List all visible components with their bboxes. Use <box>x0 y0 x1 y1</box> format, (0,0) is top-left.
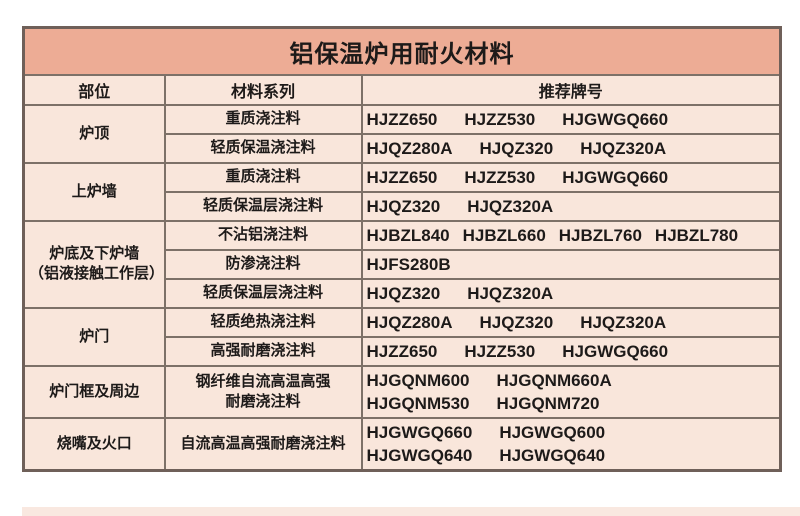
series-cell: 轻质保温层浇注料 <box>163 277 363 309</box>
grade-code: HJQZ320A <box>467 283 554 303</box>
table-row: 轻质保温层浇注料 HJQZ320 HJQZ320A <box>24 190 782 222</box>
column-header-series: 材料系列 <box>163 73 363 106</box>
table-row: 炉门 轻质绝热浇注料 HJQZ280A HJQZ320 HJQZ320A <box>22 306 782 367</box>
part-cell: 烧嘴及火口 <box>22 416 166 471</box>
series-cell: 轻质绝热浇注料 <box>163 306 363 338</box>
grade-code: HJZZ650 <box>366 341 438 361</box>
grade-code: HJQZ280A <box>366 138 453 158</box>
table-row: 防渗浇注料 HJFS280B <box>24 248 782 280</box>
grade-code: HJGWGQ660 <box>562 109 669 129</box>
header-row: 部位 材料系列 推荐牌号 <box>22 73 782 106</box>
grades-cell: HJQZ320 HJQZ320A <box>360 190 782 222</box>
table-row: 烧嘴及火口 自流高温高强耐磨浇注料 HJGWGQ660 HJGWGQ600 HJGWGQ… <box>22 416 782 471</box>
grade-code: HJZZ530 <box>464 109 536 129</box>
refractory-table: 铝保温炉用耐火材料 部位 材料系列 推荐牌号 炉顶 重质浇注料 HJZZ650 HJZ… <box>22 26 783 472</box>
grades-cell: HJQZ280A HJQZ320 HJQZ320A <box>360 306 782 338</box>
grade-code: HJBZL780 <box>654 225 739 245</box>
grade-code: HJGQNM600 <box>366 370 470 390</box>
grade-code: HJGWGQ660 <box>562 167 669 187</box>
grade-code: HJGQNM530 <box>366 393 470 413</box>
table-row: 炉门框及周边 钢纤维自流高温高强 耐磨浇注料 HJGQNM600 HJGQNM660A H… <box>22 364 782 419</box>
grade-code: HJBZL660 <box>462 225 546 245</box>
grades-cell: HJBZL840 HJBZL660 HJBZL760 HJBZL780 <box>360 219 782 251</box>
table-row: 轻质保温层浇注料 HJQZ320 HJQZ320A <box>24 277 782 309</box>
grade-code: HJQZ320 <box>366 196 441 216</box>
table-row: 炉底及下炉墙 （铝液接触工作层） 不沾铝浇注料 HJBZL840 HJBZL660 HJB… <box>22 219 782 309</box>
grade-code: HJGQNM720 <box>496 393 600 413</box>
grade-code: HJZZ650 <box>366 109 438 129</box>
grade-code: HJQZ320A <box>580 138 667 158</box>
grade-code: HJZZ530 <box>464 341 536 361</box>
partial-next-table-strip <box>22 507 800 516</box>
grade-code: HJQZ320 <box>479 312 554 332</box>
part-cell: 炉底及下炉墙 （铝液接触工作层） <box>22 219 166 309</box>
grades-cell: HJQZ280A HJQZ320 HJQZ320A <box>360 132 782 164</box>
table-title: 铝保温炉用耐火材料 <box>22 26 782 76</box>
grades-cell: HJGQNM600 HJGQNM660A HJGQNM530 HJGQNM720 <box>360 364 782 419</box>
table-row: 高强耐磨浇注料 HJZZ650 HJZZ530 HJGWGQ660 <box>24 335 782 367</box>
series-cell: 不沾铝浇注料 <box>163 219 363 251</box>
series-cell: 轻质保温层浇注料 <box>163 190 363 222</box>
series-cell: 重质浇注料 <box>163 161 363 193</box>
grade-code: HJGWGQ640 <box>499 445 606 465</box>
grades-cell: HJZZ650 HJZZ530 HJGWGQ660 <box>360 161 782 193</box>
column-header-part: 部位 <box>22 73 166 106</box>
grade-code: HJZZ650 <box>366 167 438 187</box>
grade-code: HJQZ320A <box>580 312 667 332</box>
grade-code: HJZZ530 <box>464 167 536 187</box>
title-row: 铝保温炉用耐火材料 <box>22 26 782 76</box>
grades-cell: HJZZ650 HJZZ530 HJGWGQ660 <box>360 103 782 135</box>
grade-code: HJGWGQ660 <box>366 422 473 442</box>
grade-code: HJGQNM660A <box>496 370 612 390</box>
series-cell: 高强耐磨浇注料 <box>163 335 363 367</box>
grades-cell: HJFS280B <box>360 248 782 280</box>
grade-code: HJQZ320 <box>366 283 441 303</box>
grade-code: HJGWGQ600 <box>499 422 606 442</box>
grades-cell: HJQZ320 HJQZ320A <box>360 277 782 309</box>
table-row: 轻质保温浇注料 HJQZ280A HJQZ320 HJQZ320A <box>24 132 782 164</box>
series-cell: 轻质保温浇注料 <box>163 132 363 164</box>
table-row: 炉顶 重质浇注料 HJZZ650 HJZZ530 HJGWGQ660 <box>22 103 782 164</box>
series-cell: 钢纤维自流高温高强 耐磨浇注料 <box>163 364 363 419</box>
table-row: 上炉墙 重质浇注料 HJZZ650 HJZZ530 HJGWGQ660 <box>22 161 782 222</box>
grade-code: HJFS280B <box>366 254 451 274</box>
column-header-grades: 推荐牌号 <box>360 73 782 106</box>
grade-code: HJGWGQ660 <box>562 341 669 361</box>
series-cell: 自流高温高强耐磨浇注料 <box>163 416 363 471</box>
part-cell: 炉门框及周边 <box>22 364 166 419</box>
grade-code: HJQZ320A <box>467 196 554 216</box>
part-cell: 炉门 <box>22 306 166 367</box>
grade-code: HJBZL760 <box>558 225 642 245</box>
grade-code: HJGWGQ640 <box>366 445 473 465</box>
series-cell: 防渗浇注料 <box>163 248 363 280</box>
grade-code: HJBZL840 <box>366 225 450 245</box>
table-body: 炉顶 重质浇注料 HJZZ650 HJZZ530 HJGWGQ660 轻质保温浇注料 HJQ… <box>22 103 782 471</box>
part-cell: 上炉墙 <box>22 161 166 222</box>
grade-code: HJQZ320 <box>479 138 554 158</box>
series-cell: 重质浇注料 <box>163 103 363 135</box>
grades-cell: HJGWGQ660 HJGWGQ600 HJGWGQ640 HJGWGQ640 <box>360 416 782 471</box>
part-cell: 炉顶 <box>22 103 166 164</box>
grades-cell: HJZZ650 HJZZ530 HJGWGQ660 <box>360 335 782 367</box>
grade-code: HJQZ280A <box>366 312 453 332</box>
